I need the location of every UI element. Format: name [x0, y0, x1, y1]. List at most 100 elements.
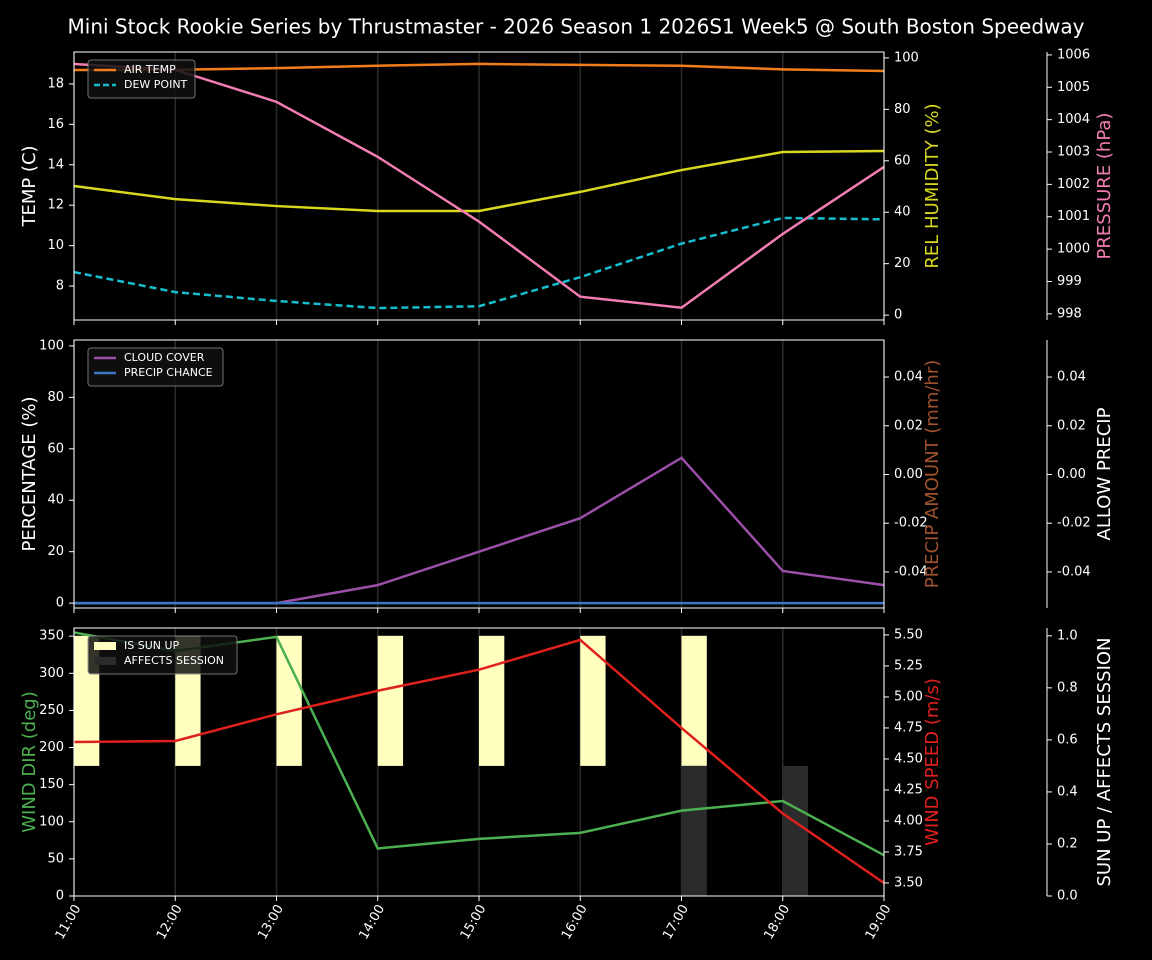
- bar: [276, 635, 302, 766]
- y-axis-label: TEMP (C): [19, 145, 40, 227]
- y2-axis-label: PRECIP AMOUNT (mm/hr): [922, 360, 943, 589]
- y2-tick-label: 3.75: [894, 844, 923, 859]
- y3-tick-label: 0.8: [1057, 680, 1078, 695]
- y-tick-label: 16: [47, 117, 64, 132]
- bar: [377, 635, 404, 766]
- x-tick-label: 18:00: [762, 902, 794, 942]
- y-tick-label: 0: [56, 889, 64, 904]
- y-tick-label: 50: [47, 851, 64, 866]
- y-tick-label: 250: [39, 703, 64, 718]
- bar: [782, 765, 809, 896]
- y2-tick-label: 4.75: [894, 720, 923, 735]
- line: [73, 216, 885, 310]
- legend-label: AFFECTS SESSION: [124, 654, 224, 667]
- y2-tick-label: 3.50: [894, 875, 923, 890]
- y2-tick-label: 100: [894, 50, 919, 65]
- y-tick-label: 18: [47, 76, 64, 91]
- y3-tick-label: 0.2: [1057, 836, 1078, 851]
- legend: CLOUD COVER PRECIP CHANCE: [87, 347, 224, 387]
- legend: AIR TEMP DEW POINT: [87, 59, 196, 99]
- y3-tick-label: 1003: [1057, 145, 1090, 160]
- y3-tick-label: 0.0: [1057, 889, 1078, 904]
- y3-tick-label: 1002: [1057, 177, 1090, 192]
- y2-axis-label: REL HUMIDITY (%): [922, 103, 943, 268]
- x-tick-label: 12:00: [154, 902, 186, 942]
- y2-tick-label: 60: [894, 153, 911, 168]
- y2-tick-label: 0.02: [894, 418, 923, 433]
- bar: [681, 765, 707, 896]
- y-tick-label: 12: [47, 198, 64, 213]
- y-tick-label: 14: [47, 157, 64, 172]
- x-tick-label: 15:00: [458, 902, 490, 942]
- legend-swatch: [94, 642, 116, 650]
- y2-tick-label: 4.50: [894, 751, 923, 766]
- y2-tick-label: 0.04: [894, 370, 923, 385]
- legend-label: DEW POINT: [124, 78, 188, 91]
- y3-tick-label: 0.4: [1057, 784, 1078, 799]
- legend-box: [87, 347, 224, 387]
- y-tick-label: 20: [47, 544, 64, 559]
- bar: [580, 635, 606, 766]
- y2-tick-label: -0.02: [894, 516, 928, 531]
- y3-tick-label: 1006: [1057, 47, 1090, 62]
- y3-axis-label: PRESSURE (hPa): [1094, 113, 1115, 260]
- x-tick-label: 14:00: [357, 902, 389, 942]
- x-tick-label: 16:00: [559, 902, 591, 942]
- y2-tick-label: 40: [894, 205, 911, 220]
- legend: IS SUN UP AFFECTS SESSION: [87, 635, 238, 675]
- line: [73, 62, 885, 309]
- y2-tick-label: 5.25: [894, 658, 923, 673]
- y2-tick-label: 0.00: [894, 467, 923, 482]
- y-tick-label: 100: [39, 338, 64, 353]
- legend-label: AIR TEMP: [124, 63, 176, 76]
- y-tick-label: 0: [56, 596, 64, 611]
- y3-tick-label: 0.6: [1057, 732, 1078, 747]
- y3-tick-label: 998: [1057, 306, 1082, 321]
- y-tick-label: 40: [47, 493, 64, 508]
- legend-label: IS SUN UP: [124, 639, 180, 652]
- y-tick-label: 100: [39, 814, 64, 829]
- legend-swatch: [94, 657, 116, 665]
- line: [73, 62, 885, 73]
- x-tick-label: 13:00: [255, 902, 287, 942]
- y-tick-label: 10: [47, 238, 64, 253]
- y3-tick-label: 0.04: [1057, 370, 1086, 385]
- x-tick-label: 11:00: [53, 902, 85, 942]
- y-tick-label: 8: [56, 279, 64, 294]
- legend-label: CLOUD COVER: [124, 351, 205, 364]
- y2-tick-label: 5.00: [894, 689, 923, 704]
- y2-tick-label: -0.04: [894, 564, 928, 579]
- y3-tick-label: 1005: [1057, 80, 1090, 95]
- y3-tick-label: 0.02: [1057, 418, 1086, 433]
- y-tick-label: 150: [39, 777, 64, 792]
- y3-tick-label: 1000: [1057, 242, 1090, 257]
- y-axis-label: WIND DIR (deg): [19, 691, 40, 833]
- y3-axis-label: SUN UP / AFFECTS SESSION: [1094, 637, 1115, 886]
- line: [73, 149, 885, 213]
- y2-tick-label: 5.50: [894, 627, 923, 642]
- y3-tick-label: 0.00: [1057, 467, 1086, 482]
- line: [73, 638, 885, 885]
- y-tick-label: 80: [47, 390, 64, 405]
- y2-tick-label: 80: [894, 102, 911, 117]
- y-tick-label: 300: [39, 666, 64, 681]
- y2-tick-label: 4.00: [894, 813, 923, 828]
- x-tick-label: 19:00: [863, 902, 895, 942]
- y3-tick-label: 1001: [1057, 209, 1090, 224]
- bar: [479, 635, 505, 766]
- y3-axis-label: ALLOW PRECIP: [1094, 407, 1115, 540]
- y-tick-label: 350: [39, 629, 64, 644]
- legend-box: [87, 635, 238, 675]
- x-tick-label: 17:00: [660, 902, 692, 942]
- y3-tick-label: -0.04: [1057, 564, 1091, 579]
- y2-tick-label: 4.25: [894, 782, 923, 797]
- y-axis-label: PERCENTAGE (%): [19, 396, 40, 551]
- y3-tick-label: 999: [1057, 274, 1082, 289]
- y3-tick-label: 1.0: [1057, 628, 1078, 643]
- y2-axis-label: WIND SPEED (m/s): [922, 678, 943, 846]
- y-tick-label: 200: [39, 740, 64, 755]
- y3-tick-label: 1004: [1057, 112, 1090, 127]
- legend-label: PRECIP CHANCE: [124, 366, 213, 379]
- y2-tick-label: 20: [894, 256, 911, 271]
